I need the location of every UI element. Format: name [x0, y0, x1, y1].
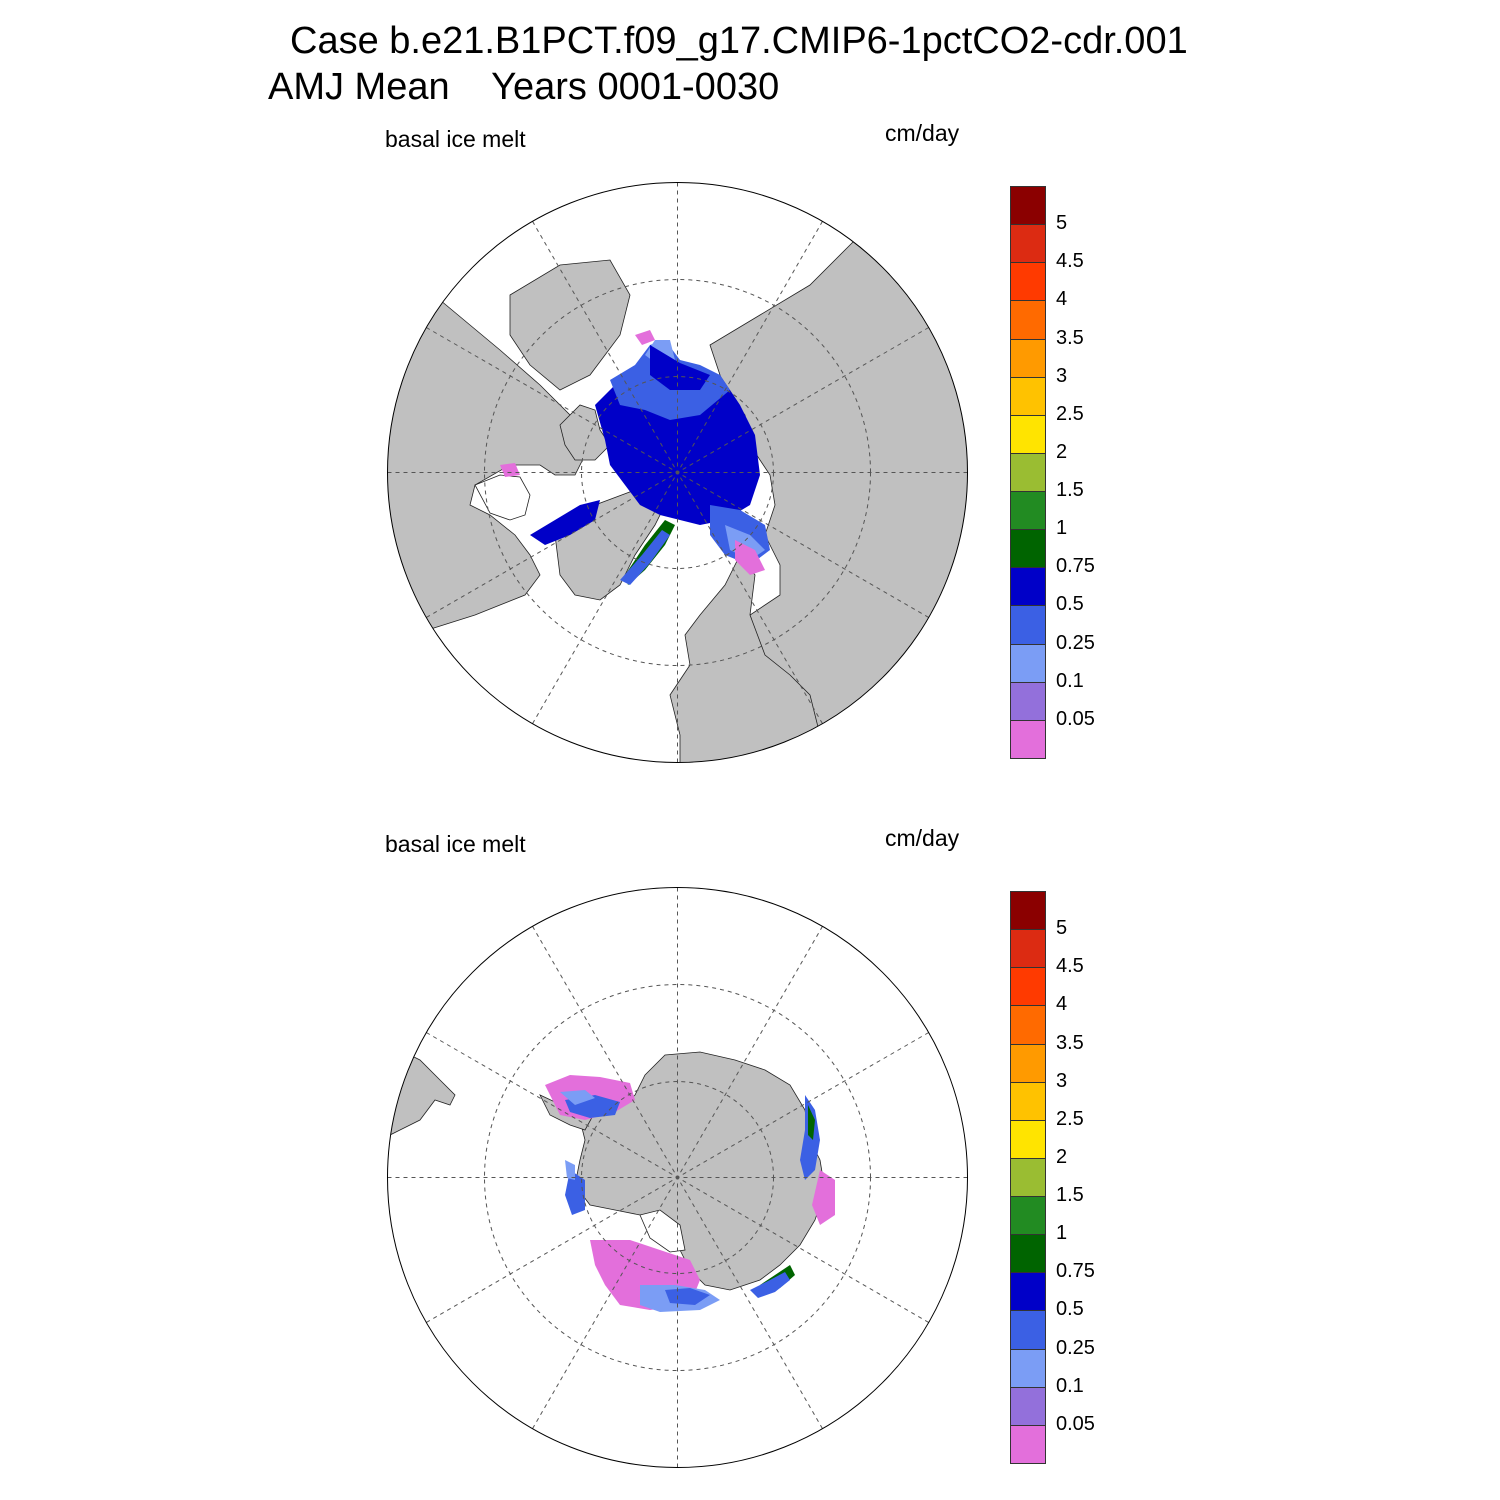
north-panel-unit-label: cm/day: [885, 120, 960, 146]
north-melt-east-greenland-mid: [620, 530, 670, 585]
north-melt-bering-pink: [635, 330, 655, 345]
south-map-border: [387, 887, 968, 1468]
north-melt-baffin-dark: [530, 500, 600, 545]
north-colorbar-swatch: [1010, 376, 1046, 416]
north-colorbar-tick-label: 2: [1056, 440, 1068, 463]
south-melt-ross-mid: [665, 1288, 710, 1305]
north-colorbar-tick-label: 0.05: [1056, 707, 1095, 730]
south-polar-map: [387, 887, 968, 1468]
north-colorbar: 0.05 0.1 0.25 0.5 0.75 1 1.5 2 2.5 3 3.5 4 4.5 5: [1010, 186, 1140, 759]
south-colorbar-swatch: [1010, 967, 1046, 1007]
south-colorbar-swatch: [1010, 1196, 1046, 1236]
south-colorbar-tick-label: 0.75: [1056, 1260, 1095, 1283]
north-colorbar-swatch: [1010, 452, 1046, 493]
north-colorbar-swatch: [1010, 414, 1046, 454]
north-land-greenland: [554, 474, 671, 601]
north-land-alaska: [509, 259, 631, 391]
figure-title-line1: Case b.e21.B1PCT.f09_g17.CMIP6-1pctCO2-c…: [290, 20, 1188, 62]
north-panel-variable-label: basal ice melt: [385, 126, 526, 152]
south-colorbar-tick-label: 4: [1056, 993, 1068, 1016]
south-colorbar-swatch: [1010, 1348, 1046, 1388]
north-colorbar-tick-label: 4.5: [1056, 250, 1084, 273]
north-melt-barents-pink: [735, 540, 765, 575]
north-colorbar-swatch: [1010, 491, 1046, 531]
north-colorbar-tick-label: 0.75: [1056, 555, 1095, 578]
north-graticule: [387, 182, 968, 763]
north-colorbar-tick-label: 4: [1056, 288, 1068, 311]
south-colorbar-tick-label: 0.1: [1056, 1374, 1084, 1397]
south-graticule: [387, 887, 968, 1468]
north-colorbar-swatch: [1010, 643, 1046, 683]
north-colorbar-swatch: [1010, 338, 1046, 378]
north-colorbar-tick-label: 1.5: [1056, 479, 1084, 502]
south-colorbar-swatch: [1010, 1119, 1046, 1159]
north-colorbar-swatch: [1010, 567, 1046, 607]
north-colorbar-tick-label: 3.5: [1056, 326, 1084, 349]
north-melt-beaufort-dark: [650, 345, 710, 390]
south-colorbar-swatch: [1010, 1005, 1046, 1045]
south-colorbar-tick-label: 2: [1056, 1145, 1068, 1168]
south-colorbar-tick-label: 5: [1056, 917, 1068, 940]
south-colorbar-tick-label: 0.05: [1056, 1412, 1095, 1435]
south-colorbar-swatch: [1010, 1043, 1046, 1083]
south-land-antarctica: [574, 1051, 826, 1291]
south-colorbar-tick-label: 4.5: [1056, 955, 1084, 978]
north-land-hudson-gap: [474, 474, 531, 521]
south-melt-west-light: [565, 1160, 575, 1180]
north-colorbar-tick-label: 5: [1056, 212, 1068, 235]
north-colorbar-tick-label: 1: [1056, 517, 1068, 540]
south-colorbar-tick-label: 2.5: [1056, 1107, 1084, 1130]
north-map-border: [387, 182, 968, 763]
north-colorbar-swatch: [1010, 262, 1046, 302]
north-polar-map: [387, 182, 968, 763]
south-colorbar-tick-label: 0.25: [1056, 1336, 1095, 1359]
south-melt-east-coast-pink: [812, 1170, 835, 1225]
south-colorbar-tick-label: 3.5: [1056, 1031, 1084, 1054]
south-panel-variable-label: basal ice melt: [385, 831, 526, 857]
south-colorbar: 0.05 0.1 0.25 0.5 0.75 1 1.5 2 2.5 3 3.5 4 4.5 5: [1010, 891, 1140, 1464]
south-colorbar-swatch: [1010, 891, 1046, 931]
south-melt-west-blue: [565, 1170, 585, 1215]
south-melt-east-mid: [750, 1272, 790, 1298]
south-colorbar-tick-label: 0.5: [1056, 1298, 1084, 1321]
south-melt-east-coast-blue: [800, 1095, 820, 1180]
north-colorbar-tick-label: 0.1: [1056, 669, 1084, 692]
north-colorbar-tick-label: 0.25: [1056, 631, 1095, 654]
north-colorbar-tick-label: 3: [1056, 364, 1068, 387]
south-colorbar-tick-label: 1: [1056, 1222, 1068, 1245]
south-colorbar-swatch: [1010, 1310, 1046, 1350]
south-colorbar-tick-label: 1.5: [1056, 1184, 1084, 1207]
north-colorbar-swatch: [1010, 300, 1046, 340]
south-colorbar-swatch: [1010, 1157, 1046, 1198]
north-colorbar-swatch: [1010, 605, 1046, 645]
north-land-north-america: [387, 299, 586, 646]
south-colorbar-tick-label: 3: [1056, 1069, 1068, 1092]
north-colorbar-swatch: [1010, 186, 1046, 226]
south-melt-east-coast-green: [808, 1105, 815, 1140]
south-colorbar-swatch: [1010, 1081, 1046, 1121]
north-colorbar-tick-label: 2.5: [1056, 402, 1084, 425]
south-colorbar-swatch: [1010, 1424, 1046, 1464]
north-colorbar-swatch: [1010, 681, 1046, 721]
south-melt-weddell-light: [560, 1090, 595, 1105]
north-colorbar-swatch: [1010, 529, 1046, 569]
south-colorbar-swatch: [1010, 1272, 1046, 1312]
north-colorbar-tick-label: 0.5: [1056, 593, 1084, 616]
south-colorbar-swatch: [1010, 929, 1046, 969]
south-panel-unit-label: cm/day: [885, 825, 960, 851]
figure-title-line2: AMJ Mean Years 0001-0030: [268, 66, 780, 108]
south-colorbar-swatch: [1010, 1386, 1046, 1426]
north-colorbar-swatch: [1010, 224, 1046, 264]
south-colorbar-swatch: [1010, 1234, 1046, 1274]
north-melt-hudson-pink: [500, 463, 520, 477]
south-land-ross-shelf-gap: [639, 1209, 686, 1253]
north-colorbar-swatch: [1010, 719, 1046, 759]
